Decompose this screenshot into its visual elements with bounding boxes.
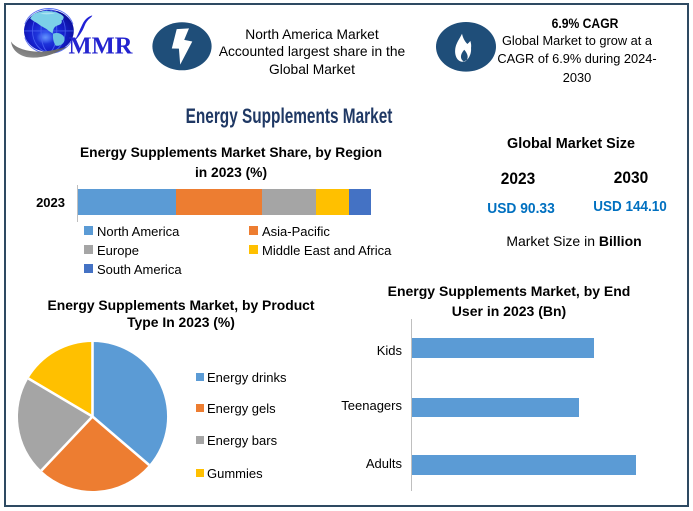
svg-text:MMR: MMR (69, 33, 133, 60)
